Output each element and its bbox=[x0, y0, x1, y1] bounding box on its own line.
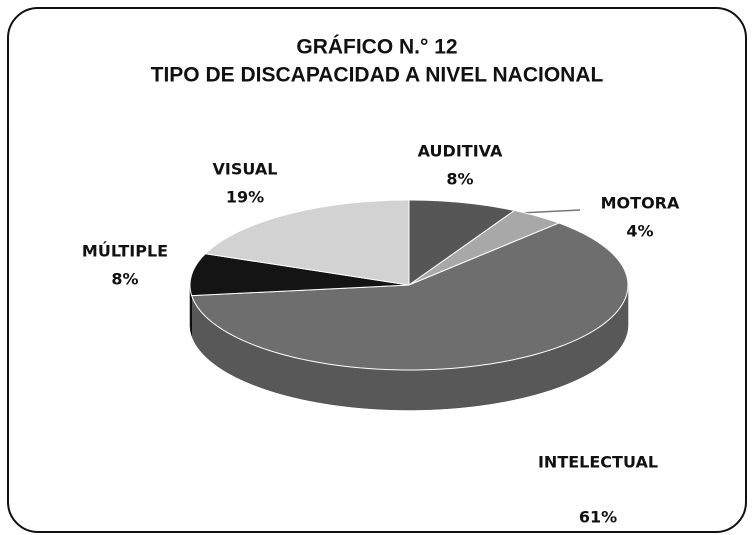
slice bbox=[408, 209, 561, 286]
chart-title: GRÁFICO N.° 12 bbox=[296, 36, 457, 59]
slice-label: AUDITIVA bbox=[418, 142, 503, 161]
slice-value-label: 8% bbox=[111, 270, 138, 289]
slice-value-label: 8% bbox=[446, 170, 473, 189]
slice-value-label: 61% bbox=[579, 508, 617, 527]
slice-label: MÚLTIPLE bbox=[82, 242, 168, 261]
slice-value-label: 19% bbox=[226, 188, 264, 207]
leader-line bbox=[519, 209, 581, 214]
slice-value-label: 4% bbox=[626, 222, 653, 241]
slice-label: INTELECTUAL bbox=[538, 453, 658, 472]
slice bbox=[204, 199, 410, 286]
slice bbox=[189, 253, 410, 297]
slice bbox=[191, 222, 629, 371]
slice-label: VISUAL bbox=[213, 160, 278, 179]
slice-label: MOTORA bbox=[601, 194, 680, 213]
chart-subtitle: TIPO DE DISCAPACIDAD A NIVEL NACIONAL bbox=[151, 64, 604, 87]
slice bbox=[408, 199, 516, 286]
